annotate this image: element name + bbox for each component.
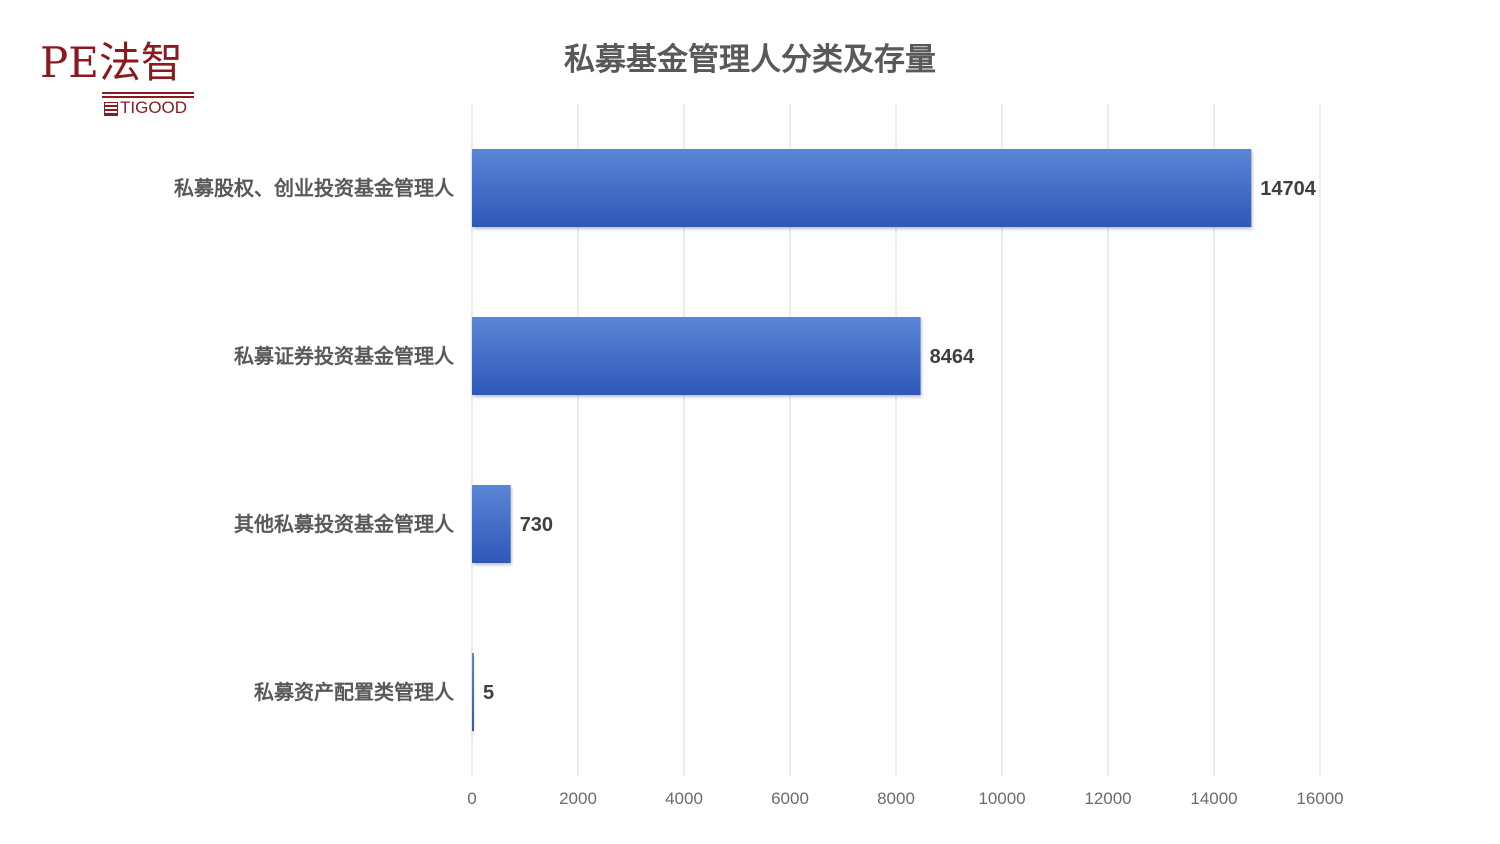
x-tick-label-0: 0	[467, 789, 476, 808]
category-label-2: 其他私募投资基金管理人	[234, 512, 455, 536]
x-tick-label-7: 14000	[1190, 789, 1237, 808]
logo-seal-icon	[104, 102, 118, 116]
x-tick-label-8: 16000	[1296, 789, 1343, 808]
value-label-2: 730	[520, 514, 553, 536]
x-tick-label-3: 6000	[771, 789, 809, 808]
logo-wordmark: PE法智	[40, 38, 183, 87]
logo-rule-top	[102, 92, 194, 94]
x-tick-label-4: 8000	[877, 789, 915, 808]
logo-rule-bottom	[102, 96, 194, 98]
labels: 0 2000 4000 6000 8000 10000 12000 14000 16000 私募股…	[174, 176, 1344, 808]
logo-subtext: TIGOOD	[120, 98, 188, 117]
category-label-3: 私募资产配置类管理人	[254, 680, 455, 704]
bar-2	[472, 485, 511, 563]
x-tick-label-5: 10000	[978, 789, 1025, 808]
value-label-1: 8464	[930, 346, 975, 368]
x-tick-label-2: 4000	[665, 789, 703, 808]
bars	[472, 149, 1252, 731]
logo: PE法智 TIGOOD	[40, 36, 200, 126]
value-label-3: 5	[483, 682, 494, 704]
value-label-0: 14704	[1260, 178, 1316, 200]
x-tick-label-1: 2000	[559, 789, 597, 808]
bar-3	[472, 653, 474, 731]
bar-1	[472, 317, 921, 395]
chart-title: 私募基金管理人分类及存量	[564, 42, 936, 78]
category-label-1: 私募证券投资基金管理人	[234, 344, 455, 368]
x-tick-label-6: 12000	[1084, 789, 1131, 808]
bar-0	[472, 149, 1252, 227]
category-label-0: 私募股权、创业投资基金管理人	[174, 176, 455, 200]
